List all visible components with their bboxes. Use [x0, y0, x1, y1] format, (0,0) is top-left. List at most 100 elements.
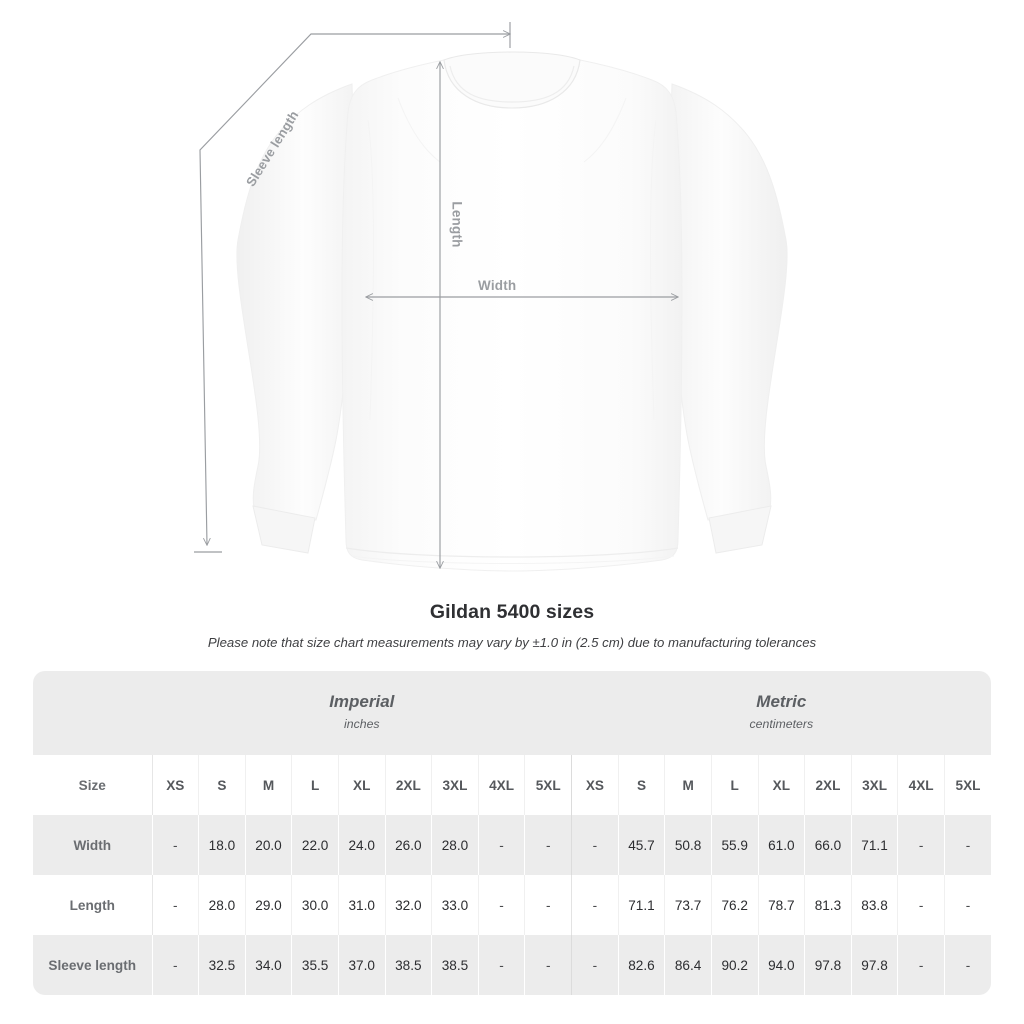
sleeve-length-line [199, 34, 510, 545]
measurement-cell: - [524, 815, 573, 875]
measurement-cell: 73.7 [664, 875, 712, 935]
measurement-cell: 97.8 [804, 935, 852, 995]
size-header-cell: 5XL [944, 755, 991, 815]
measurement-cell: 28.0 [198, 875, 246, 935]
size-header-cell: M [664, 755, 712, 815]
measurement-cell: - [571, 815, 619, 875]
measurement-lines [194, 22, 678, 568]
size-header-cell: L [291, 755, 339, 815]
unit-system-row: Imperial inches Metric centimeters [33, 671, 991, 755]
bottom-hem [345, 547, 679, 558]
empty-value-dash: - [499, 957, 504, 973]
measurement-cell: - [478, 815, 526, 875]
page-title: Gildan 5400 sizes [429, 601, 595, 623]
left-sleeve [236, 83, 357, 521]
empty-value-dash: - [173, 957, 178, 973]
measurement-cell: 38.5 [385, 935, 433, 995]
tshirt-illustration [194, 22, 788, 572]
unit-system-name: Metric [756, 692, 807, 711]
empty-value-dash: - [592, 837, 598, 853]
width-label: Width [478, 278, 517, 293]
table-row: Width - 18.0 20.0 22.0 24.0 26.0 28.0 - - - 45.7 50.… [33, 815, 991, 875]
measurement-cell: 28.0 [431, 815, 479, 875]
measurement-cell: - [478, 875, 526, 935]
shirt-shape [236, 51, 788, 572]
measurement-cell: 71.1 [851, 815, 899, 875]
size-header-cell: 3XL [431, 755, 479, 815]
size-header-cell: S [618, 755, 666, 815]
measurement-cell: - [944, 815, 991, 875]
length-label: Length [449, 201, 465, 248]
size-header-cell: 2XL [804, 755, 852, 815]
measurement-cell: 26.0 [385, 815, 433, 875]
unit-system-unit: centimeters [749, 717, 814, 731]
unit-system-cell-imperial: Imperial inches [152, 671, 572, 755]
measurement-cell: - [944, 875, 991, 935]
measurement-cell: 55.9 [711, 815, 759, 875]
right-cuff [708, 505, 772, 554]
measurement-cell: 35.5 [291, 935, 339, 995]
empty-value-dash: - [499, 837, 504, 853]
measurement-cell: 33.0 [431, 875, 479, 935]
table-row: Sleeve length -32.5 34.0 35.5 37.0 38.5 38.5- -… [33, 935, 991, 995]
measurement-cell: 32.0 [385, 875, 433, 935]
right-sleeve [667, 83, 788, 521]
measurement-cell: 78.7 [758, 875, 806, 935]
measurement-cell: - [152, 875, 200, 935]
size-header-cell: XS [152, 755, 200, 815]
size-chart-table: Imperial inches Metric centimeters Size XS S M L… [33, 671, 991, 995]
measurement-cell: - [571, 935, 619, 995]
size-header-cell: L [711, 755, 759, 815]
garment-diagram: Sleeve length Length Width [194, 22, 788, 572]
measurement-cell: 20.0 [245, 815, 293, 875]
unit-system-name: Imperial [329, 692, 395, 711]
measurement-cell: 37.0 [338, 935, 386, 995]
size-header-cell: 4XL [478, 755, 526, 815]
chart-heading-block: Gildan 5400 sizes Please note that size … [0, 598, 1024, 652]
measurement-cell: 76.2 [711, 875, 759, 935]
measurement-cell: - [897, 875, 945, 935]
measurement-cell: - [152, 815, 200, 875]
measurement-row-label: Sleeve length [33, 935, 153, 995]
measurement-cell: 18.0 [198, 815, 246, 875]
empty-value-dash: - [499, 897, 504, 913]
measurement-cell: 66.0 [804, 815, 852, 875]
measurement-cell: - [478, 935, 526, 995]
size-header-cell: M [245, 755, 293, 815]
size-header-cell: 4XL [897, 755, 945, 815]
empty-value-dash: - [592, 957, 598, 973]
measurement-cell: 81.3 [804, 875, 852, 935]
tolerance-note: Please note that size chart measurements… [207, 635, 817, 650]
measurement-cell: 34.0 [245, 935, 293, 995]
measurement-row-label: Length [33, 875, 153, 935]
measurement-cell: 38.5 [431, 935, 479, 995]
measurement-cell: 45.7 [618, 815, 666, 875]
empty-value-dash: - [173, 897, 178, 913]
size-header-cell: XL [338, 755, 386, 815]
measurement-cell: 30.0 [291, 875, 339, 935]
empty-value-dash: - [592, 897, 598, 913]
measurement-cell: - [897, 815, 945, 875]
measurement-cell: 29.0 [245, 875, 293, 935]
measurement-cell: - [944, 935, 991, 995]
size-header-row: Size XS S M L XL 2XL 3XL 4XL 5XL XS S M L XL 2XL 3XL 4XL 5… [33, 755, 991, 815]
measurement-cell: 50.8 [664, 815, 712, 875]
size-header-cell: S [198, 755, 246, 815]
size-chart-table-container: Imperial inches Metric centimeters Size XS S M L… [33, 671, 991, 995]
table-row: Length - 28.0 29.0 30.0 31.0 32.0 33.0 - - - 71.1 73… [33, 875, 991, 935]
empty-value-dash: - [173, 837, 178, 853]
size-header-cell: XS [571, 755, 619, 815]
measurement-cell: - [524, 935, 573, 995]
unit-system-cell-metric: Metric centimeters [571, 671, 991, 755]
measurement-cell: 82.6 [618, 935, 666, 995]
measurement-row-label: Width [33, 815, 153, 875]
empty-value-dash: - [918, 837, 924, 853]
empty-value-dash: - [918, 897, 924, 913]
measurement-cell: - [897, 935, 945, 995]
size-header-cell: 5XL [524, 755, 573, 815]
measurement-cell: 31.0 [338, 875, 386, 935]
unit-system-unit: inches [344, 717, 380, 731]
measurement-cell: 71.1 [618, 875, 666, 935]
measurement-cell: 86.4 [664, 935, 712, 995]
measurement-cell: - [152, 935, 200, 995]
